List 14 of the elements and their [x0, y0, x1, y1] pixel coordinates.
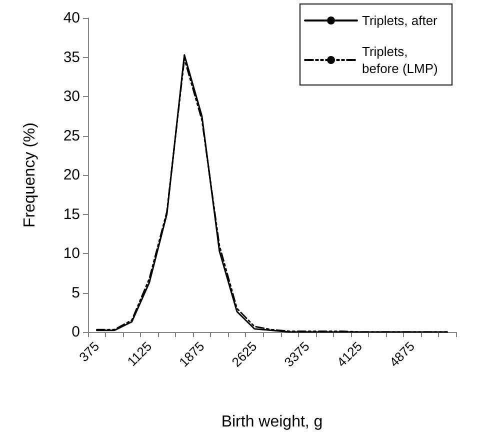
legend-label: Triplets, after	[362, 13, 438, 28]
y-tick-label: 30	[63, 88, 80, 105]
x-tick-label: 375	[76, 338, 102, 365]
x-axis-title: Birth weight, g	[221, 414, 323, 430]
y-tick-label: 10	[63, 245, 80, 262]
legend-label: Triplets, before (LMP)	[362, 44, 438, 76]
y-tick-label: 5	[72, 284, 80, 302]
y-tick-label: 20	[63, 166, 80, 184]
y-tick-label: 0	[72, 324, 80, 340]
y-tick-label: 15	[63, 206, 80, 223]
y-axis-title: Frequency (%)	[22, 122, 38, 228]
y-tick-label: 25	[63, 127, 80, 144]
y-tick-label: 40	[63, 10, 80, 26]
y-tick-label: 35	[63, 48, 80, 66]
